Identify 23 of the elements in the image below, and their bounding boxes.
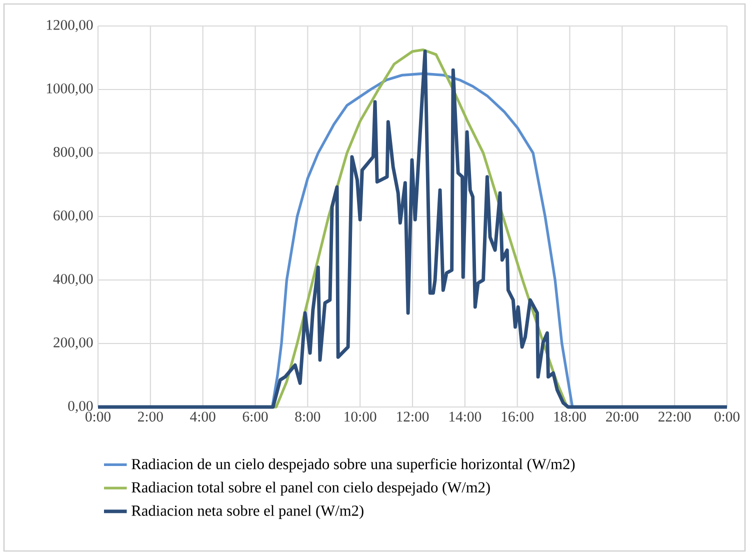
- x-tick-label: 2:00: [138, 412, 163, 422]
- y-tick-label: 1200,00: [46, 20, 93, 32]
- x-tick-label: 20:00: [606, 412, 638, 422]
- x-tick-label: 16:00: [502, 412, 534, 422]
- y-tick-label: 200,00: [54, 337, 93, 350]
- legend-label: Radiacion neta sobre el panel (W/m2): [132, 505, 364, 519]
- x-tick-label: 12:00: [397, 412, 429, 422]
- x-tick-label: 6:00: [242, 412, 268, 422]
- y-tick-label: 800,00: [54, 146, 93, 159]
- x-tick-label: 14:00: [450, 412, 482, 422]
- x-tick-label: 4:00: [190, 412, 216, 422]
- y-tick-label: 400,00: [53, 274, 93, 286]
- legend-label: Radiacion total sobre el panel con cielo despejado (W/m2): [132, 482, 490, 496]
- y-tick-label: 1000,00: [46, 83, 93, 96]
- x-tick-label: 8:00: [295, 412, 320, 422]
- x-tick-label: 0:00: [86, 412, 110, 422]
- x-tick-label: 0:00: [714, 412, 740, 422]
- x-tick-label: 22:00: [658, 412, 691, 422]
- x-tick-label: 10:00: [344, 412, 376, 422]
- y-tick-label: 600,00: [54, 210, 93, 222]
- legend-label: Radiacion de un cielo despejado sobre una superficie horizontal (W/m2): [132, 458, 575, 472]
- x-tick-label: 18:00: [554, 412, 586, 422]
- y-tick-label: 0,00: [68, 400, 93, 413]
